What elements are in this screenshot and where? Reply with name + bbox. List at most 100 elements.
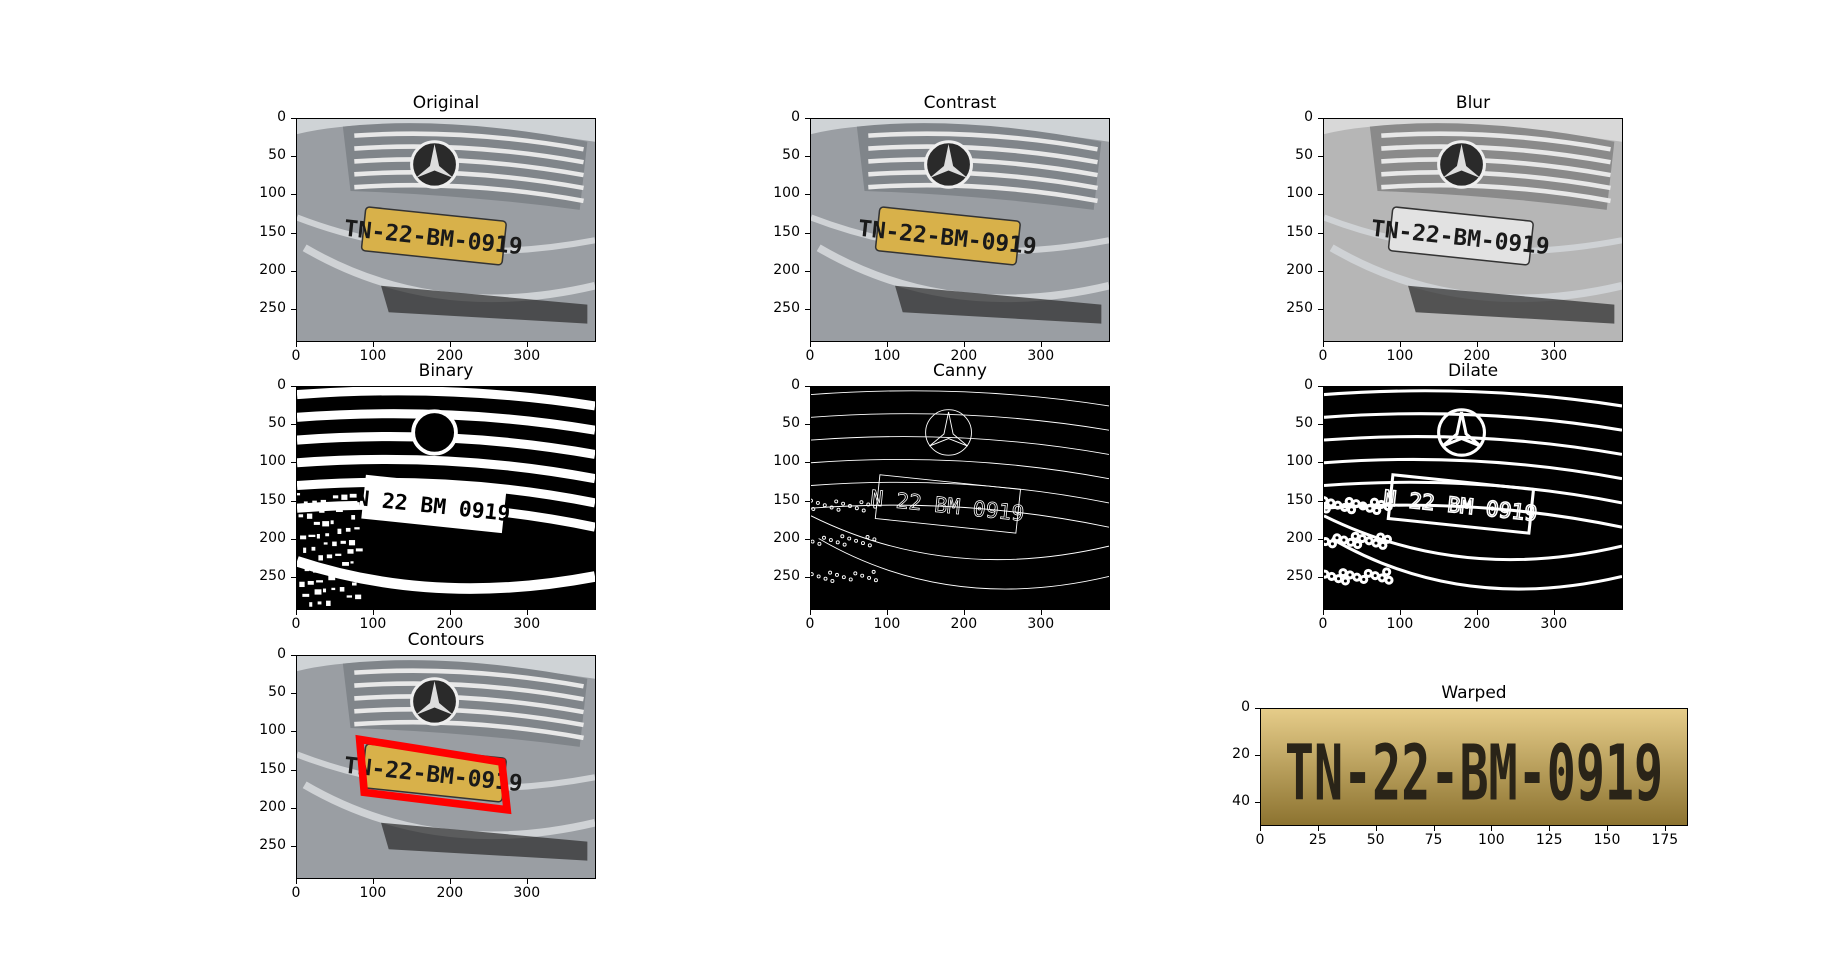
x-tick-mark [449,879,451,884]
y-tick-label: 50 [268,684,286,701]
y-tick-label: 200 [1286,261,1313,278]
y-tick-mark [291,386,296,387]
x-tick-label: 0 [291,616,301,632]
y-tick-mark [291,577,296,579]
panel-contrast: Contrast TN-22-BM-0919 0 50 100 150 200 250 0 100… [773,93,1110,364]
x-tick-mark [1491,826,1493,831]
x-tick-mark [1476,342,1478,347]
image-canny: N 22 BM 0919 [810,386,1110,610]
y-tick-label: 150 [1286,491,1313,508]
y-tick-mark [1318,270,1323,272]
image-original: TN-22-BM-0919 [296,118,596,342]
x-tick-mark [296,342,297,347]
y-tick-mark [805,194,810,196]
x-tick-label: 100 [1386,348,1414,364]
y-tick-mark [291,424,296,426]
x-tick-mark [1040,342,1042,347]
x-tick-label: 0 [805,616,815,632]
y-tick-label: 200 [259,529,286,546]
x-tick-label: 0 [1318,616,1328,632]
y-tick-label: 20 [1232,746,1250,763]
panel-title: Contrast [923,93,997,113]
x-tick-label: 125 [1535,832,1563,848]
x-tick-mark [1553,342,1555,347]
y-tick-label: 0 [277,377,286,393]
x-tick-label: 100 [359,885,387,901]
x-tick-mark [449,610,451,615]
x-tick-label: 300 [1540,348,1568,364]
x-tick-label: 100 [873,616,901,632]
y-tick-label: 250 [773,300,800,317]
x-tick-label: 200 [436,885,464,901]
y-tick-label: 250 [1286,300,1313,317]
y-tick-label: 200 [259,261,286,278]
x-tick-mark [1375,826,1377,831]
y-tick-label: 0 [277,109,286,125]
panel-title: Warped [1441,683,1507,703]
x-tick-mark [1323,342,1324,347]
x-tick-mark [810,342,811,347]
panel-warped: Warped TN-22-BM-0919 0 20 40 0 25 50 75 100 125 150… [1232,683,1688,848]
x-tick-mark [963,342,965,347]
panel-title: Original [412,93,480,113]
image-contours: TN-22-BM-0919 [296,655,596,879]
x-tick-mark [372,879,374,884]
y-tick-label: 0 [1304,377,1313,393]
y-tick-mark [291,769,296,771]
x-tick-mark [296,610,297,615]
panel-title: Blur [1455,93,1491,113]
x-tick-label: 0 [805,348,815,364]
y-tick-mark [805,424,810,426]
y-tick-mark [805,156,810,158]
panel-title: Canny [933,361,987,381]
y-tick-mark [291,309,296,311]
y-tick-label: 150 [773,491,800,508]
x-tick-label: 25 [1308,832,1327,848]
x-tick-mark [1323,610,1324,615]
y-tick-label: 100 [259,185,286,202]
y-tick-label: 250 [259,568,286,585]
y-tick-label: 150 [259,760,286,777]
x-tick-label: 75 [1424,832,1443,848]
x-tick-label: 200 [436,348,464,364]
y-tick-mark [1318,194,1323,196]
x-tick-label: 200 [1463,616,1491,632]
y-tick-label: 50 [1295,147,1313,164]
y-tick-mark [291,655,296,656]
y-tick-mark [1318,156,1323,158]
y-tick-label: 40 [1232,793,1250,810]
y-tick-mark [1318,462,1323,464]
x-tick-mark [963,610,965,615]
x-tick-label: 200 [1463,348,1491,364]
y-tick-mark [1318,577,1323,579]
y-tick-label: 100 [1286,453,1313,470]
panel-title: Contours [407,630,485,650]
y-tick-label: 150 [1286,223,1313,240]
image-blur: TN-22-BM-0919 [1323,118,1623,342]
y-tick-label: 200 [1286,529,1313,546]
y-tick-mark [1255,708,1260,709]
y-tick-label: 50 [782,415,800,432]
y-tick-label: 0 [277,646,286,662]
y-tick-label: 150 [259,223,286,240]
x-tick-mark [449,342,451,347]
x-tick-label: 100 [873,348,901,364]
y-tick-mark [1318,118,1323,119]
image-contrast: TN-22-BM-0919 [810,118,1110,342]
x-tick-label: 175 [1651,832,1679,848]
x-tick-mark [526,879,528,884]
y-tick-mark [1318,538,1323,540]
y-tick-mark [1318,500,1323,502]
x-tick-label: 100 [1386,616,1414,632]
y-tick-label: 250 [259,837,286,854]
y-tick-label: 250 [1286,568,1313,585]
y-tick-mark [1318,232,1323,234]
x-tick-mark [1553,610,1555,615]
y-tick-label: 100 [259,722,286,739]
y-tick-mark [291,846,296,848]
y-tick-mark [805,309,810,311]
x-tick-mark [1433,826,1435,831]
panel-canny: Canny N 22 BM 0919 0 50 100 150 200 250 0 100 200 3… [773,361,1110,632]
image-warped: TN-22-BM-0919 [1260,708,1688,826]
image-dilate: N 22 BM 0919 [1323,386,1623,610]
